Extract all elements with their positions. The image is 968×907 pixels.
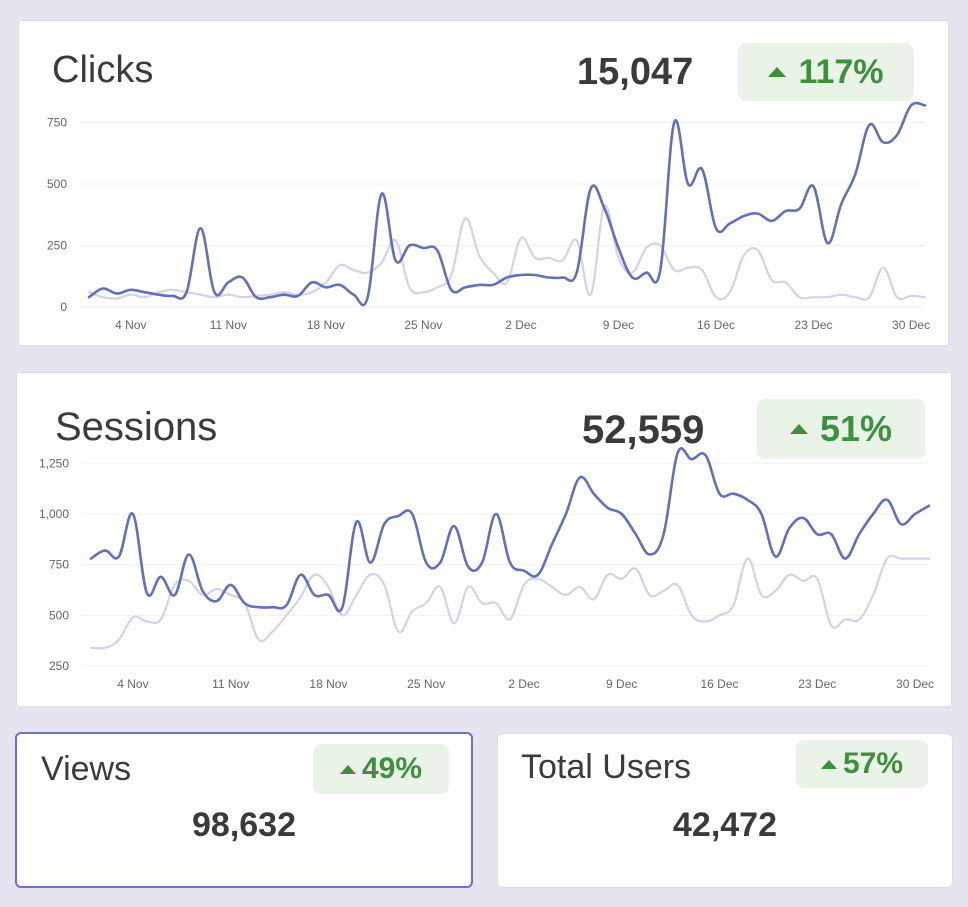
sessions-y-tick-label: 1,250 — [39, 456, 69, 470]
clicks-gridlines — [79, 122, 925, 308]
clicks-x-tick-label: 16 Dec — [697, 318, 735, 332]
clicks-x-tick-label: 4 Nov — [115, 318, 146, 332]
clicks-line-chart: 0 250 500 750 4 Nov 11 Nov 18 Nov 25 Nov 2 Dec 9 … — [47, 101, 930, 332]
sessions-y-tick-label: 1,000 — [39, 507, 69, 521]
total-users-change-value: 57% — [842, 747, 904, 780]
total-users-card[interactable]: Total Users 57% 42,472 — [497, 733, 953, 888]
triangle-up-icon — [768, 67, 787, 77]
sessions-change-badge: 51% — [757, 399, 925, 459]
sessions-current-series-line — [89, 447, 931, 613]
sessions-x-tick-label: 16 Dec — [700, 677, 738, 691]
clicks-y-tick-label: 750 — [47, 116, 67, 130]
views-change-value: 49% — [361, 752, 423, 785]
clicks-x-tick-label: 9 Dec — [603, 318, 634, 332]
sessions-x-tick-label: 25 Nov — [407, 677, 445, 691]
clicks-x-tick-label: 11 Nov — [210, 318, 247, 332]
views-total: 98,632 — [192, 806, 296, 844]
sessions-previous-series-line — [89, 554, 931, 650]
sessions-card: Sessions 52,559 51% 250 500 750 1,000 1,250 4… — [16, 372, 952, 707]
sessions-y-tick-label: 500 — [49, 608, 69, 622]
clicks-x-tick-label: 2 Dec — [505, 318, 536, 332]
sessions-change-value: 51% — [819, 408, 893, 449]
views-change-badge: 49% — [313, 744, 449, 794]
sessions-x-tick-label: 30 Dec — [896, 677, 934, 691]
total-users-total: 42,472 — [673, 806, 777, 844]
clicks-card: Clicks 15,047 117% 0 250 500 750 4 Nov 11 Nov… — [18, 20, 949, 346]
clicks-title: Clicks — [52, 49, 154, 91]
sessions-y-tick-label: 750 — [49, 558, 69, 572]
sessions-x-tick-label: 23 Dec — [798, 677, 836, 691]
clicks-current-series-line — [87, 101, 927, 307]
sessions-line-chart: 250 500 750 1,000 1,250 4 Nov 11 Nov 18 Nov 25 N… — [39, 447, 934, 691]
clicks-previous-series-line — [87, 204, 927, 301]
clicks-x-tick-label: 25 Nov — [404, 318, 442, 332]
sessions-x-tick-label: 2 Dec — [508, 677, 539, 691]
total-users-title: Total Users — [521, 748, 692, 786]
clicks-y-tick-label: 250 — [47, 239, 67, 253]
sessions-x-tick-label: 11 Nov — [212, 677, 249, 691]
clicks-x-tick-label: 23 Dec — [795, 318, 833, 332]
sessions-x-tick-label: 4 Nov — [117, 677, 148, 691]
clicks-y-tick-label: 500 — [47, 177, 67, 191]
triangle-up-icon — [820, 759, 837, 769]
total-users-change-badge: 57% — [796, 740, 928, 788]
sessions-x-tick-label: 18 Nov — [309, 677, 347, 691]
clicks-change-badge: 117% — [738, 43, 914, 101]
clicks-change-value: 117% — [798, 52, 884, 91]
views-title: Views — [41, 750, 132, 788]
views-card[interactable]: Views 49% 98,632 — [15, 732, 473, 888]
sessions-total: 52,559 — [582, 408, 705, 452]
sessions-gridlines — [81, 462, 929, 667]
clicks-x-tick-label: 30 Dec — [892, 318, 930, 332]
clicks-total: 15,047 — [577, 51, 694, 93]
sessions-x-tick-label: 9 Dec — [606, 677, 637, 691]
clicks-y-tick-label: 0 — [60, 300, 67, 314]
triangle-up-icon — [789, 424, 808, 434]
triangle-up-icon — [339, 764, 356, 774]
sessions-title: Sessions — [55, 405, 218, 449]
clicks-x-tick-label: 18 Nov — [307, 318, 345, 332]
sessions-y-tick-label: 250 — [49, 659, 69, 673]
